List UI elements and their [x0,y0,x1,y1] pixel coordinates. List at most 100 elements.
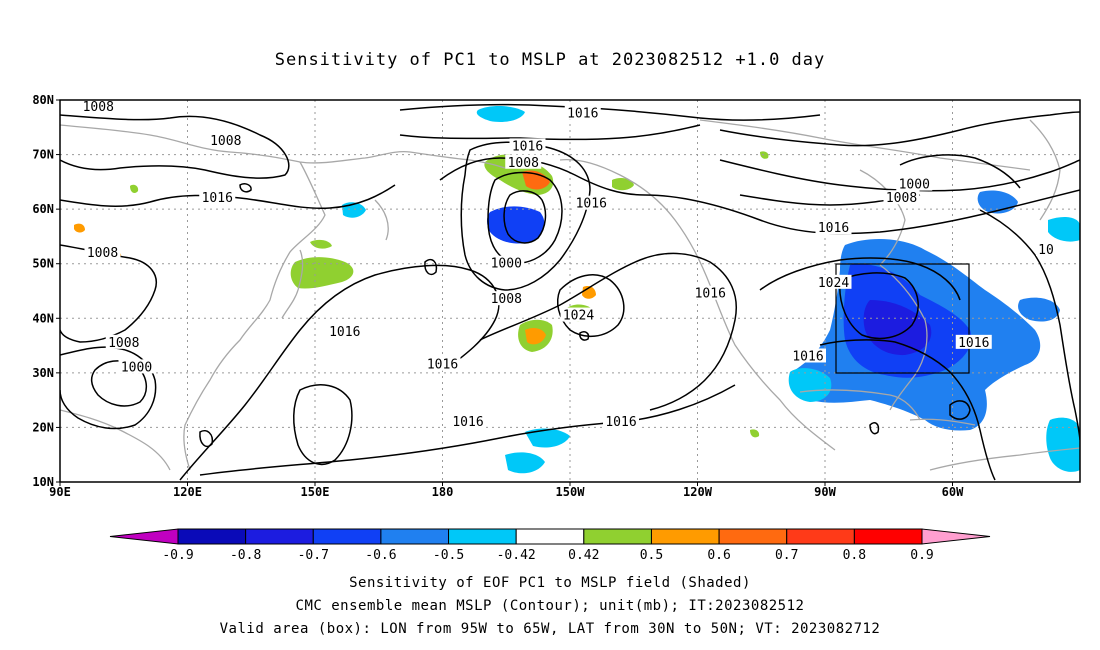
shade-neg-pac-south-2 [505,452,545,474]
colorbar-label: -0.5 [433,548,464,563]
map-title: Sensitivity of PC1 to MSLP at 2023082512… [274,50,826,70]
colorbar-swatch [650,528,720,545]
sensitivity-shading [74,106,1080,474]
contour-1000-low [487,171,563,264]
contour-1024-us [839,272,919,340]
contour-pac-small-1 [424,258,438,276]
contour-atl-high [979,209,1080,441]
colorbar-swatch [583,528,652,545]
colorbar-label: -0.8 [230,548,261,563]
contour-label: 1008 [210,134,241,149]
contour-1016-ne-pac [479,252,737,411]
contour-label: 1016 [958,336,989,351]
shade-neg-eastus-deep [863,300,932,356]
contour-1016-us [759,257,961,301]
coast-east-asia [183,161,326,471]
shade-neg-pac-south [525,428,570,448]
colorbar-label: 0.7 [775,548,798,563]
contour-label: 1008 [508,156,539,171]
shade-pos-npac-mid-core [525,327,546,345]
latitude-axis: 80N 70N 60N 50N 40N 30N 20N 10N [32,93,60,489]
contour-label-bg [564,105,601,120]
colorbar-swatch [177,528,247,545]
contour-label: 1016 [818,221,849,236]
contour-label-bg [790,348,826,363]
contour-label-bg [80,99,117,114]
shade-pos-bering-2 [612,177,634,191]
coast-gulf [799,389,921,421]
contour-canada-wave-1 [719,111,1080,147]
contour-label: 1016 [792,349,823,364]
lon-tick-label: 120E [173,485,202,499]
contour-label-bg [560,307,597,322]
contour-label: 1016 [202,191,233,206]
coast-greenland [1029,119,1061,221]
colorbar-label: -0.7 [298,548,329,563]
contour-label: 1000 [491,257,522,272]
contour-label-bg [955,334,992,349]
contour-label: 1008 [886,191,917,206]
contour-label-bg [896,176,933,191]
contour-label: 1016 [576,197,607,212]
shade-neg-atl [1018,297,1060,322]
colorbar-low-triangle [109,528,179,545]
coast-se-asia [60,409,171,471]
contour-label-bg [488,255,525,270]
coast-east-us [879,264,928,411]
contour-label: 1016 [567,107,598,122]
contour-label: 1008 [491,292,522,307]
contour-1000-canada [899,154,1021,189]
contour-label: 1016 [329,325,360,340]
coast-japan [281,249,304,319]
shade-pos-bering-core [522,170,550,190]
lon-tick-label: 150W [556,485,586,499]
contour-1016-arctic [399,103,821,121]
contour-1016-us-east [819,339,996,481]
contour-label-bg [692,285,729,300]
colorbar-label: -0.9 [162,548,193,563]
lon-tick-label: 120W [683,485,713,499]
contour-1008-low [460,141,591,291]
contour-pac-small-2 [579,331,590,341]
contour-atl-low [949,400,971,420]
contour-label-bg [199,190,236,205]
contour-1008-asia-low [60,346,157,430]
colorbar-swatch [245,528,314,545]
colorbar-label: 0.42 [568,548,599,563]
lat-tick-label: 60N [32,202,54,216]
lon-tick-label: 90E [49,485,71,499]
colorbar-label: 0.5 [640,548,663,563]
contour-label-bg [424,356,461,371]
shade-neg-eastus-edge [788,368,832,402]
shade-pos-east-pac-2 [760,151,769,159]
contour-caribbean-low [869,422,880,435]
colorbar-label: -0.6 [365,548,396,563]
shade-pos-asia-4 [310,239,332,249]
coast-alaska [559,159,711,286]
shade-neg-atl-4 [1048,217,1080,242]
contour-label: 1024 [563,309,594,324]
shade-neg-atl-2 [1046,417,1080,472]
coast-kamchatka [374,199,389,241]
lon-tick-label: 90W [814,485,836,499]
contour-label: 1016 [695,287,726,302]
shade-neg-npac-2 [476,106,525,122]
shade-pos-asia-1 [74,223,85,233]
colorbar-swatch [380,528,450,545]
lat-tick-label: 40N [32,311,54,325]
lon-tick-label: 60W [942,485,964,499]
footer-line-3: Valid area (box): LON from 95W to 65W, L… [219,621,881,637]
lat-tick-label: 50N [32,257,54,271]
contour-label: 1016 [512,139,543,154]
colorbar-high-triangle [921,528,991,545]
contour-label-bg [326,323,363,338]
contour-label: 1008 [108,336,139,351]
coast-canada-arctic [699,119,1031,171]
contour-label: 1024 [818,276,849,291]
contour-label-bg [815,220,852,235]
shade-pos-east-pac [750,429,760,438]
lon-tick-label: 180 [432,485,454,499]
colorbar-label: 0.9 [910,548,933,563]
shade-pos-japan [290,257,354,289]
coast-south-america [929,447,1080,471]
